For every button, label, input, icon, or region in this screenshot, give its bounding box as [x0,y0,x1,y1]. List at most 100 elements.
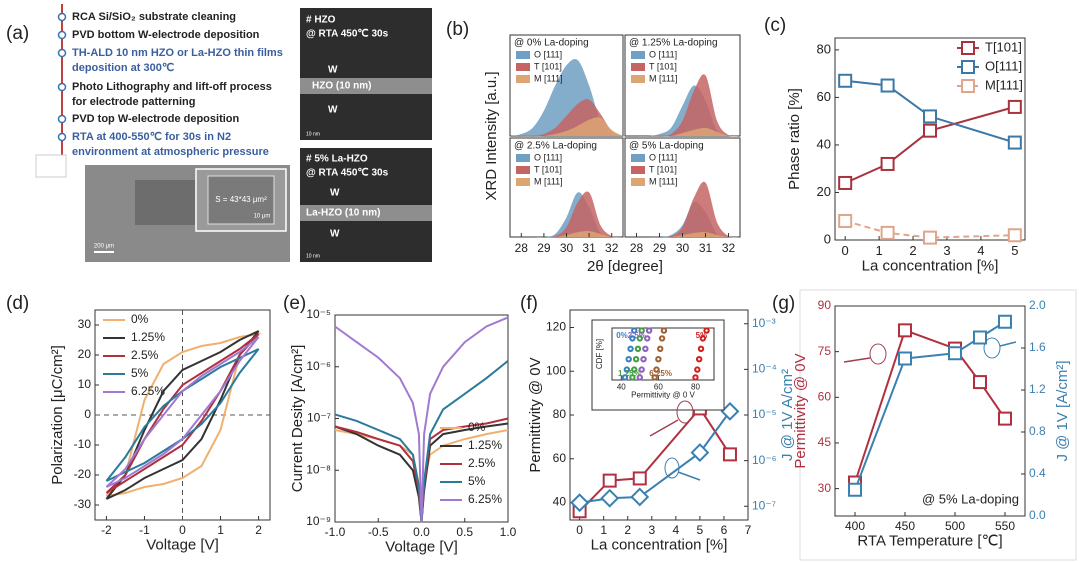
annotation: @ 5% La-doping [922,491,1019,506]
legend-label: O [111] [649,152,677,162]
marker [660,327,668,334]
marker [838,213,853,228]
y2-axis-label: J @ 1V A/cm² [779,369,796,461]
subplot-title: @ 5% La-doping [629,141,704,152]
marker [880,78,895,93]
marker [638,327,645,334]
x-tick-label: 30 [676,241,690,255]
legend-label: M [111] [649,73,678,83]
x-tick-label: 1 [217,523,224,537]
peak-area [625,127,740,137]
y-tick-label: 120 [546,320,566,334]
series-line [105,348,260,482]
marker [651,374,658,381]
x-tick-label: 7 [745,523,752,537]
y-axis-label: Permittivity @ 0V [527,357,544,472]
x-tick-label: 28 [515,241,529,255]
step: PVD bottom W-electrode deposition [72,29,260,41]
marker [880,156,895,171]
series-label: 5% [696,331,708,340]
y2-tick-label: 1.2 [1029,382,1046,396]
y-tick-label: 60 [818,389,832,403]
y-axis-label: Phase ratio [%] [786,88,803,190]
legend-swatch [631,178,645,186]
legend-label: T [101] [649,164,677,174]
x-tick-label: 1 [600,523,607,537]
marker [658,335,666,342]
x-tick-label: -1.0 [325,525,346,539]
series-line [578,406,731,513]
step: deposition at 300℃ [72,62,174,74]
marker [636,374,644,381]
x-tick-label: 0 [842,243,849,258]
legend-label: O [111] [649,49,677,59]
x-tick-label: 31 [699,241,713,255]
x-tick-label: 1 [875,243,882,258]
legend-label: O[111] [985,58,1022,73]
x-tick-label: 0 [179,523,186,537]
step: RCA Si/SiO₂ substrate cleaning [72,11,236,23]
legend-swatch [631,154,645,162]
y-axis-label: Permittivity @ 0V [792,353,809,468]
marker [695,356,703,363]
series-label: 6.25% [649,369,672,378]
legend-label: M [111] [534,176,563,186]
step: PVD top W-electrode deposition [72,113,240,125]
panel-label: (f) [520,293,538,314]
legend-swatch [631,51,645,59]
marker [602,473,617,488]
step: TH-ALD 10 nm HZO or La-HZO thin films [72,47,283,59]
y2-tick-label: 10⁻⁴ [752,362,777,376]
plot-frame [834,305,1026,517]
series-line [845,79,1016,144]
marker [600,488,620,508]
y-tick-label: 75 [818,344,832,358]
x-tick-label: -0.5 [368,525,389,539]
x-tick-label: 2 [255,523,262,537]
y-tick-label: 30 [818,481,832,495]
x-tick-label: 5 [1011,243,1018,258]
marker [644,335,651,342]
legend-swatch [516,75,530,83]
legend-label: T [101] [534,164,562,174]
step: RTA at 400-550℃ for 30s in N2 [72,131,231,143]
tem-label: W [328,105,338,116]
marker [697,345,705,352]
marker [1007,99,1022,114]
x-tick-label: 32 [605,241,619,255]
marker [998,314,1012,329]
marker [625,356,632,363]
y2-tick-label: 0.4 [1029,466,1046,480]
legend-label: T[101] [985,39,1022,54]
series-line [105,333,260,494]
tem-label: W [330,229,340,240]
step: for electrode patterning [72,96,195,108]
legend-label: T [101] [649,61,677,71]
marker [898,351,912,366]
x-tick-label: 400 [845,519,865,533]
legend-label: 0% [131,312,149,326]
x-tick-label: 80 [691,382,700,391]
x-tick-label: 2 [624,523,631,537]
area-label: S = 43*43 μm² [215,195,267,204]
legend-marker [961,41,975,55]
step: Photo Lithography and lift-off process [72,81,272,93]
flow-end [35,154,67,178]
guide-mark [664,457,680,479]
guide-mark [869,343,887,365]
x-tick-label: 29 [537,241,551,255]
marker [631,327,638,334]
legend-swatch [516,63,530,71]
series-line [844,105,1016,184]
marker [694,366,701,373]
legend-label: 5% [468,474,486,488]
marker [838,175,853,190]
y2-tick-label: 10⁻⁷ [752,498,776,512]
subplot-frame [624,137,741,238]
marker [998,411,1012,426]
y-tick-label: 20 [78,347,92,361]
electrode [135,180,195,225]
legend-swatch [631,75,645,83]
series-label: 0% [616,331,628,340]
